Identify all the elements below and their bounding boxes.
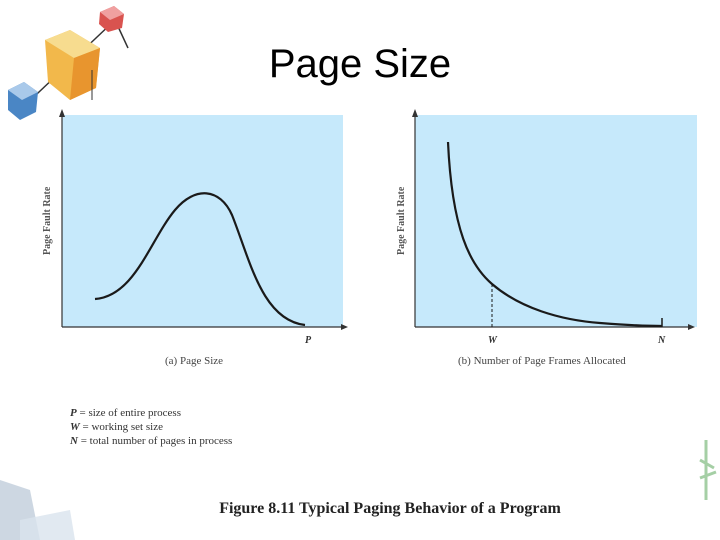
panel-b: Page Fault Rate W N (b) Number of Page F… <box>396 109 697 367</box>
legend-item-w: W = working set size <box>70 420 232 434</box>
panel-b-caption: (b) Number of Page Frames Allocated <box>458 355 626 367</box>
legend-var-n: N <box>70 435 78 447</box>
legend-item-p: P = size of entire process <box>70 406 232 420</box>
panel-a-caption: (a) Page Size <box>165 355 223 367</box>
legend-text-w: = working set size <box>79 421 163 433</box>
decorative-cubes-logo <box>8 6 129 120</box>
panel-a: Page Fault Rate P (a) Page Size <box>42 109 348 367</box>
panel-b-x-tick-n: N <box>657 335 666 346</box>
panel-a-plot-area <box>62 115 343 327</box>
legend-text-p: = size of entire process <box>76 407 181 419</box>
panel-b-y-label: Page Fault Rate <box>396 186 407 255</box>
panel-b-curve <box>446 141 663 328</box>
panel-b-x-tick-w: W <box>488 335 498 346</box>
panel-a-x-tick-p: P <box>305 335 312 346</box>
panel-a-y-label: Page Fault Rate <box>42 186 53 255</box>
legend-item-n: N = total number of pages in process <box>70 434 232 448</box>
figure-caption: Figure 8.11 Typical Paging Behavior of a… <box>219 500 561 517</box>
panel-b-plot-area <box>415 115 697 327</box>
decorative-corner-graphic <box>0 440 717 540</box>
legend-var-p: P <box>70 407 77 419</box>
panel-a-curve <box>94 192 306 327</box>
legend-text-n: = total number of pages in process <box>77 435 233 447</box>
slide-title: Page Size <box>268 42 452 86</box>
legend-var-w: W <box>70 421 80 433</box>
legend: P = size of entire process W = working s… <box>70 406 232 448</box>
